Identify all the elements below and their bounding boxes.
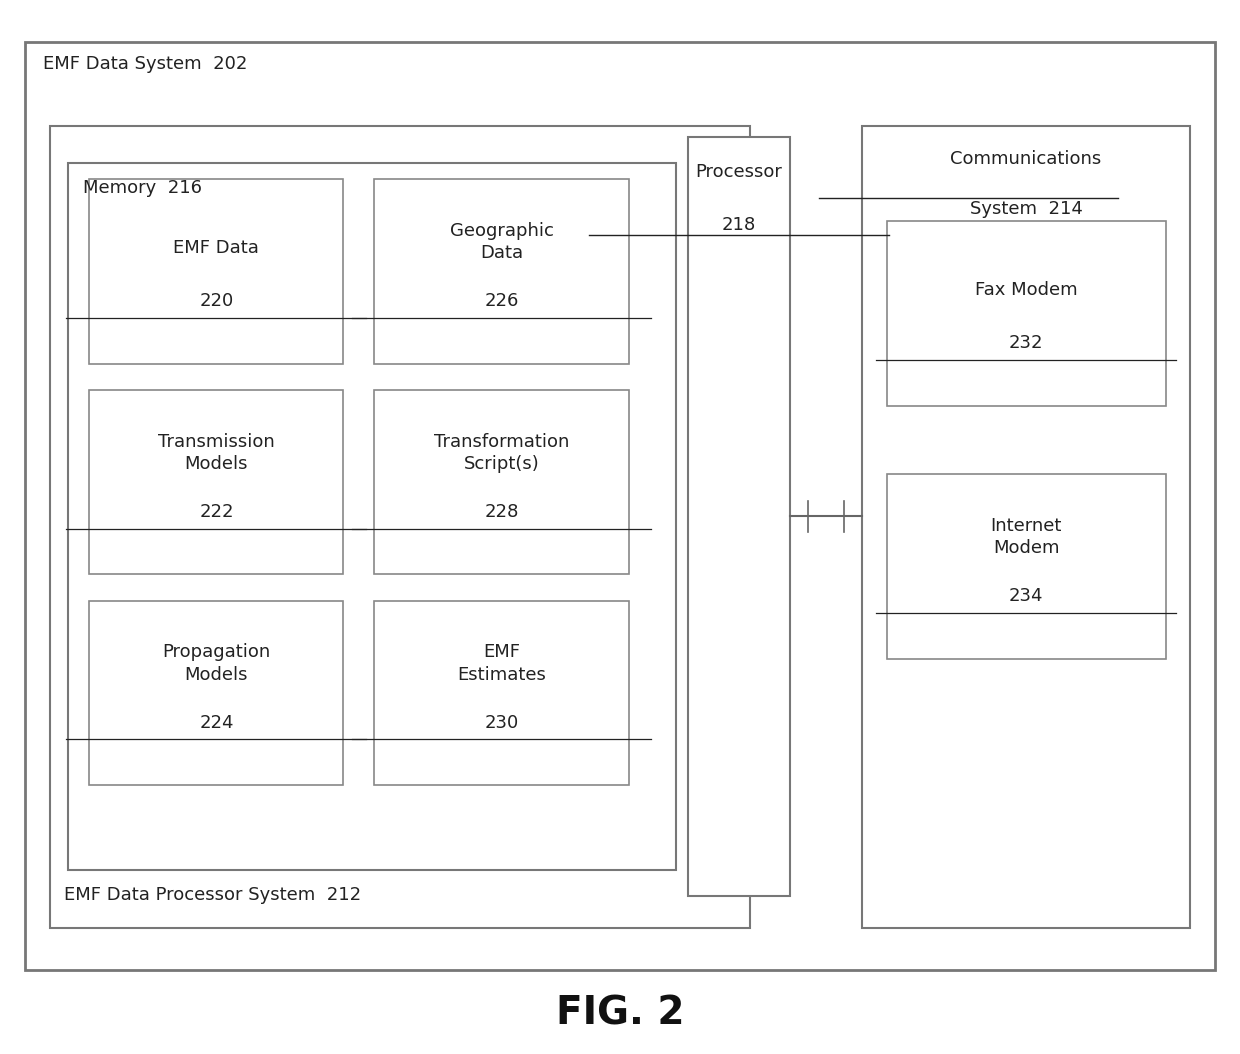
Text: 230: 230 — [485, 714, 518, 731]
Text: Internet
Modem: Internet Modem — [991, 516, 1061, 558]
Text: 228: 228 — [485, 503, 518, 521]
Text: 218: 218 — [722, 216, 756, 234]
Text: Transmission
Models: Transmission Models — [157, 432, 275, 473]
Text: EMF Data Processor System  212: EMF Data Processor System 212 — [64, 886, 362, 904]
FancyBboxPatch shape — [374, 179, 629, 364]
Text: Fax Modem: Fax Modem — [975, 281, 1078, 299]
Text: 224: 224 — [200, 714, 233, 731]
FancyBboxPatch shape — [688, 137, 790, 896]
Text: FIG. 2: FIG. 2 — [556, 995, 684, 1033]
FancyBboxPatch shape — [862, 126, 1190, 928]
FancyBboxPatch shape — [374, 601, 629, 785]
FancyBboxPatch shape — [50, 126, 750, 928]
Text: EMF Data System  202: EMF Data System 202 — [43, 55, 248, 73]
FancyBboxPatch shape — [887, 474, 1166, 659]
Text: EMF
Estimates: EMF Estimates — [458, 643, 546, 684]
FancyBboxPatch shape — [68, 163, 676, 870]
FancyBboxPatch shape — [89, 390, 343, 574]
Text: 226: 226 — [485, 292, 518, 310]
Text: Propagation
Models: Propagation Models — [162, 643, 270, 684]
FancyBboxPatch shape — [887, 221, 1166, 406]
FancyBboxPatch shape — [374, 390, 629, 574]
FancyBboxPatch shape — [25, 42, 1215, 970]
Text: Memory  216: Memory 216 — [83, 179, 202, 197]
Text: 222: 222 — [200, 503, 233, 521]
Text: System  214: System 214 — [970, 200, 1083, 218]
Text: EMF Data: EMF Data — [174, 239, 259, 257]
Text: 234: 234 — [1009, 587, 1043, 605]
Text: 220: 220 — [200, 292, 233, 310]
FancyBboxPatch shape — [89, 601, 343, 785]
FancyBboxPatch shape — [89, 179, 343, 364]
Text: Processor: Processor — [696, 163, 782, 181]
Text: 232: 232 — [1009, 334, 1043, 352]
Text: Geographic
Data: Geographic Data — [450, 221, 553, 262]
Text: Transformation
Script(s): Transformation Script(s) — [434, 432, 569, 473]
Text: Communications: Communications — [951, 150, 1101, 168]
